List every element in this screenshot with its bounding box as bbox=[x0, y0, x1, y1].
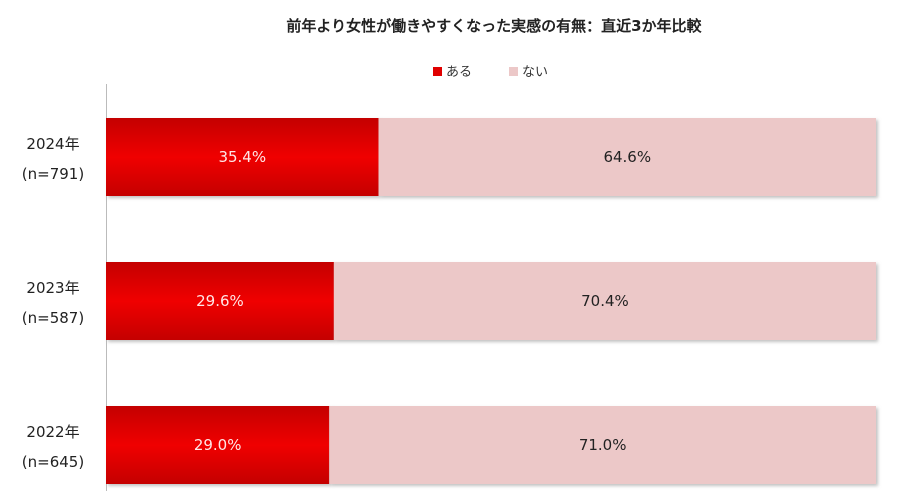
bars: 35.4% 64.6% 29.6% 70.4% 29.0% 71.0% bbox=[106, 118, 876, 484]
legend: ある ない bbox=[433, 65, 548, 80]
bar-aru-2 bbox=[106, 406, 330, 484]
value-label-nai-2: 71.0% bbox=[579, 436, 627, 454]
value-label-nai-1: 70.4% bbox=[581, 292, 629, 310]
legend-swatch-nai bbox=[509, 67, 518, 76]
category-year-label: 2024年 bbox=[26, 135, 79, 153]
category-n-label: (n=587) bbox=[22, 309, 84, 327]
category-year-label: 2022年 bbox=[26, 423, 79, 441]
bar-aru-0 bbox=[106, 118, 379, 196]
category-n-label: (n=645) bbox=[22, 453, 84, 471]
chart-title: 前年より女性が働きやすくなった実感の有無：直近3か年比較 bbox=[286, 17, 702, 35]
legend-swatch-aru bbox=[433, 67, 442, 76]
category-labels: 2024年 (n=791) 2023年 (n=587) 2022年 (n=645) bbox=[22, 135, 84, 471]
bar-nai-2 bbox=[329, 406, 876, 484]
value-label-aru-1: 29.6% bbox=[196, 292, 244, 310]
bar-aru-1 bbox=[106, 262, 334, 340]
value-label-aru-0: 35.4% bbox=[218, 148, 266, 166]
value-label-nai-0: 64.6% bbox=[603, 148, 651, 166]
legend-label-aru: ある bbox=[446, 65, 472, 80]
legend-label-nai: ない bbox=[522, 65, 548, 80]
category-year-label: 2023年 bbox=[26, 279, 79, 297]
category-n-label: (n=791) bbox=[22, 165, 84, 183]
bar-nai-1 bbox=[333, 262, 876, 340]
bar-nai-0 bbox=[378, 118, 876, 196]
value-label-aru-2: 29.0% bbox=[194, 436, 242, 454]
